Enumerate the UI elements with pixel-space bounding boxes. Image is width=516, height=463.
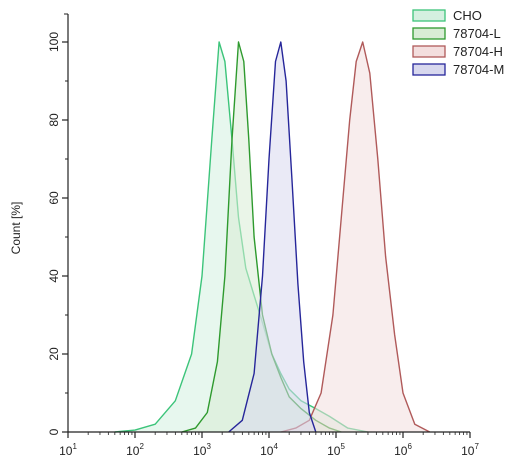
ticks-layer: 0 20 40 60 80 100 101 102 103 104 105 106 107 [47, 13, 479, 458]
series-area-78704-l [181, 42, 342, 432]
y-tick-label: 100 [47, 32, 61, 52]
y-tick-label: 60 [47, 191, 61, 205]
legend-swatch-cho [412, 9, 446, 22]
legend-swatch-78704-m [412, 63, 446, 76]
y-tick-label: 40 [47, 269, 61, 283]
y-tick-label: 0 [47, 428, 61, 435]
series-line-78704-h [280, 41, 431, 433]
x-tick-label: 101 [59, 442, 77, 458]
series-area-78704-m [228, 42, 316, 432]
legend-swatch-78704-l [412, 27, 446, 40]
x-tick-label: 102 [126, 442, 144, 458]
x-tick-label: 103 [193, 442, 211, 458]
x-tick-label: 107 [461, 442, 479, 458]
series-area-78704-h [280, 42, 430, 432]
y-tick-label: 80 [47, 113, 61, 127]
legend-label-78704-m: 78704-M [453, 62, 504, 77]
legend-swatch-78704-h [412, 45, 446, 58]
y-tick-label: 20 [47, 347, 61, 361]
areas-layer [114, 41, 431, 433]
x-tick-label: 106 [394, 442, 412, 458]
x-tick-label: 105 [327, 442, 345, 458]
x-tick-label: 104 [260, 442, 278, 458]
legend-label-cho: CHO [453, 8, 482, 23]
series-line-78704-m [228, 41, 317, 433]
y-axis-title: Count [%] [9, 202, 23, 255]
legend: CHO 78704-L 78704-H 78704-M [412, 8, 504, 77]
legend-label-78704-l: 78704-L [453, 26, 501, 41]
legend-label-78704-h: 78704-H [453, 44, 503, 59]
